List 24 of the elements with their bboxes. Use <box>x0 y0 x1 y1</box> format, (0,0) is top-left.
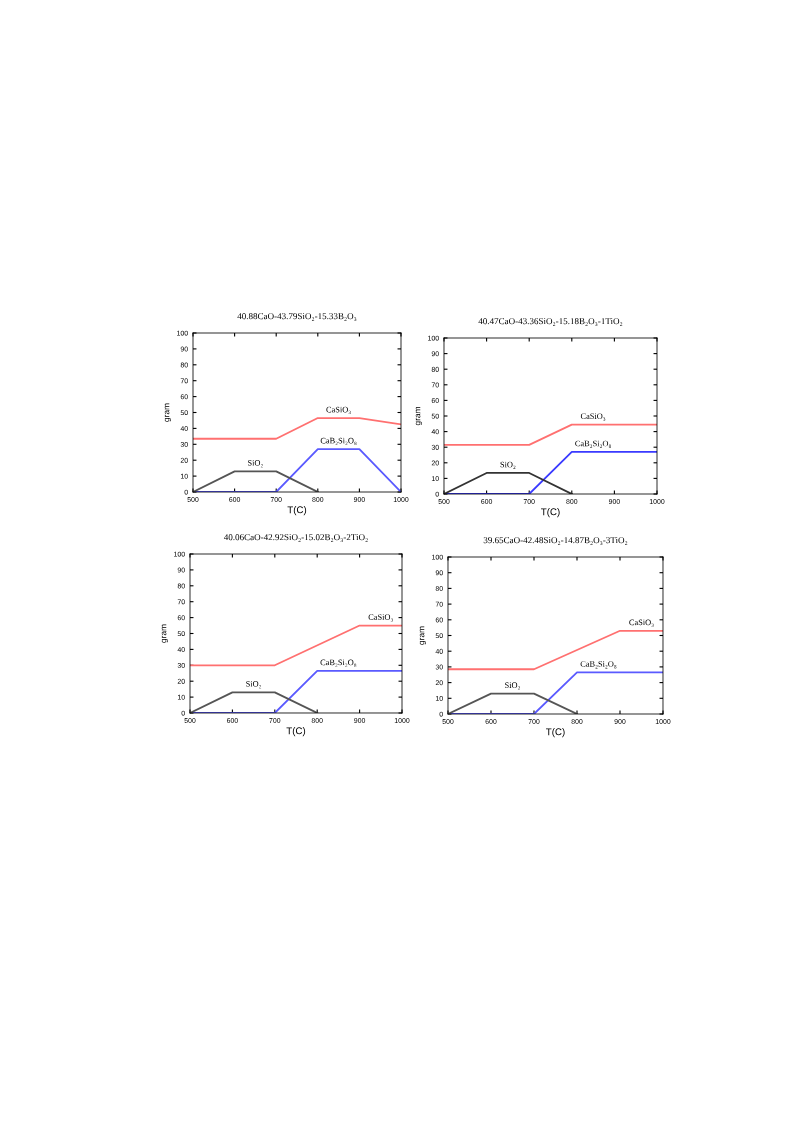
series-label: CaSiO₃ <box>580 413 606 421</box>
y-axis-title: gram <box>161 624 168 643</box>
series-label: CaSiO₃ <box>368 614 393 622</box>
x-axis-title: T(C) <box>541 508 560 518</box>
series-label: SiO₂ <box>505 682 520 690</box>
series-label: CaB₂Si₂O₈ <box>320 437 357 446</box>
series-label: CaSiO₃ <box>326 406 351 415</box>
series-label: CaB₂Si₂O₈ <box>580 661 617 669</box>
series-label: CaB₂Si₂O₈ <box>575 440 611 448</box>
x-axis-title: T(C) <box>287 506 307 516</box>
chart-title: 40.47CaO-43.36SiO₂-15.18B₂O₃-1TiO₂ <box>478 318 623 326</box>
series-label: SiO₂ <box>246 681 262 689</box>
series-label: CaSiO₃ <box>629 619 654 627</box>
chart-title: 40.06CaO-42.92SiO₂-15.02B₂O₃-2TiO₂ <box>223 534 368 542</box>
chart-title: 39.65CaO-42.48SiO₂-14.87B₂O₃-3TiO₂ <box>483 537 628 545</box>
y-axis-title: gram <box>164 403 171 422</box>
y-axis-title: gram <box>415 407 422 426</box>
series-label: SiO₂ <box>500 461 516 469</box>
y-axis-title: gram <box>419 626 426 645</box>
x-axis-title: T(C) <box>546 728 565 738</box>
series-label: SiO₂ <box>248 460 263 468</box>
series-label: CaB₂Si₂O₈ <box>320 659 357 667</box>
x-axis-title: T(C) <box>286 727 306 737</box>
chart-title: 40.88CaO-43.79SiO₂-15.33B₂O₃ <box>237 313 357 321</box>
